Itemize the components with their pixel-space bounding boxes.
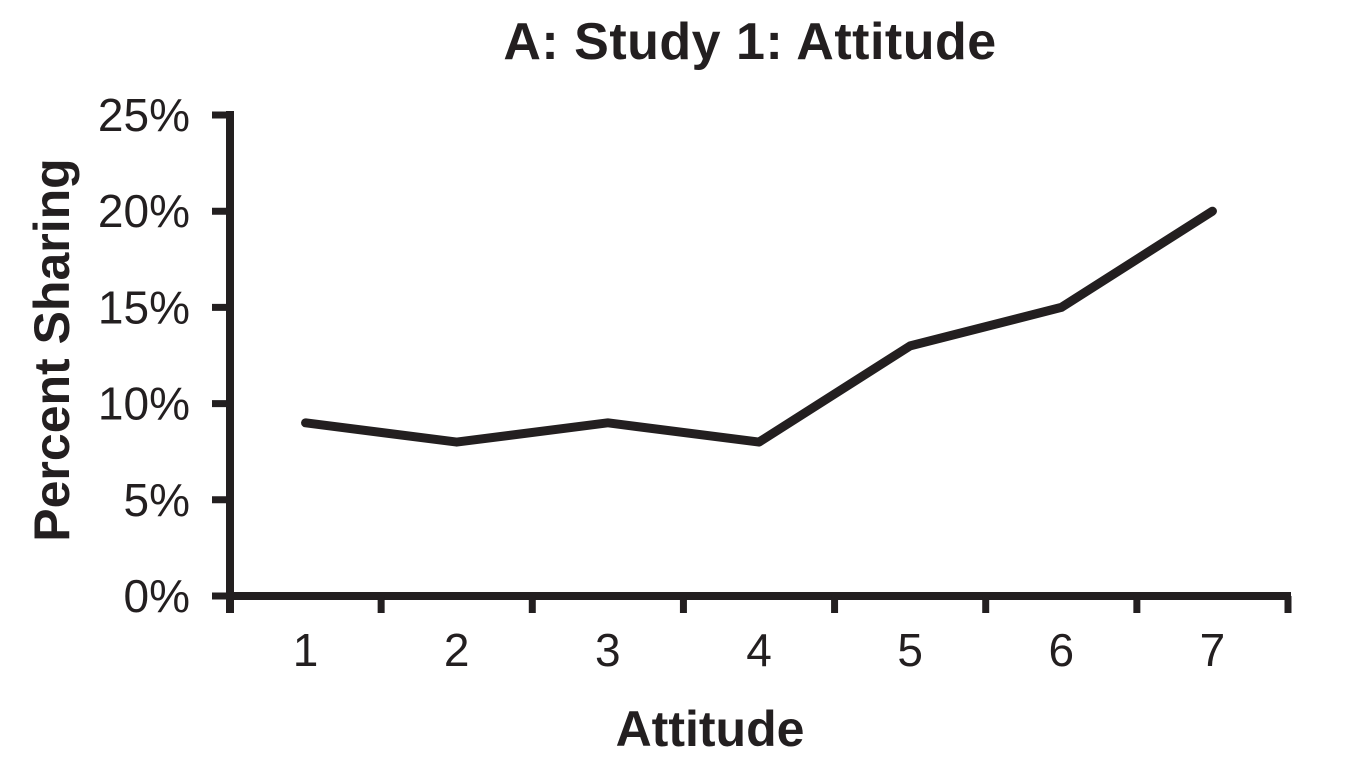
- y-tick-label: 0%: [124, 570, 190, 622]
- x-tick-label: 3: [595, 624, 621, 676]
- x-tick-label: 1: [293, 624, 319, 676]
- y-tick-label: 20%: [98, 185, 190, 237]
- y-tick-label: 5%: [124, 474, 190, 526]
- x-tick-label: 6: [1048, 624, 1074, 676]
- x-tick-label: 2: [444, 624, 470, 676]
- x-tick-label: 5: [897, 624, 923, 676]
- x-tick-label: 7: [1200, 624, 1226, 676]
- x-tick-label: 4: [746, 624, 772, 676]
- y-tick-label: 25%: [98, 89, 190, 141]
- y-tick-label: 15%: [98, 281, 190, 333]
- y-tick-label: 10%: [98, 378, 190, 430]
- chart-title: A: Study 1: Attitude: [503, 13, 997, 71]
- x-axis-title: Attitude: [615, 701, 805, 757]
- data-line: [301, 206, 1217, 447]
